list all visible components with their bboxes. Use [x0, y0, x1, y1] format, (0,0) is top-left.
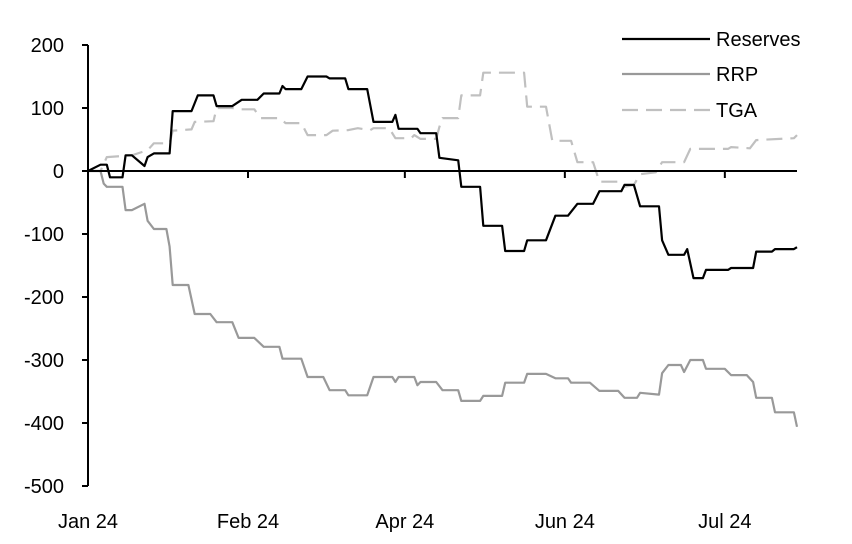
y-tick-label: -300 — [24, 350, 64, 372]
y-tick-label: -100 — [24, 224, 64, 246]
legend-label: TGA — [716, 100, 758, 122]
legend-item-tga: TGA — [622, 100, 758, 122]
series-line-rrp — [88, 169, 799, 428]
y-tick-label: 100 — [31, 98, 64, 120]
legend-label: RRP — [716, 64, 758, 86]
x-tick-label: Jul 24 — [698, 511, 751, 533]
series-line-reserves — [87, 75, 798, 280]
y-tick-label: -400 — [24, 413, 64, 435]
legend-label: Reserves — [716, 29, 800, 51]
x-tick-label: Apr 24 — [375, 511, 434, 533]
series-layer — [87, 71, 799, 428]
x-tick-label: Jan 24 — [58, 511, 118, 533]
legend-item-rrp: RRP — [622, 64, 758, 86]
x-tick-label: Feb 24 — [217, 511, 279, 533]
y-tick-label: 200 — [31, 35, 64, 57]
legend-item-reserves: Reserves — [622, 29, 800, 51]
legend: Reserves RRP TGA — [622, 29, 800, 122]
x-tick-label: Jun 24 — [535, 511, 595, 533]
y-tick-label: -200 — [24, 287, 64, 309]
y-tick-label: -500 — [24, 476, 64, 498]
series-line-tga — [88, 71, 798, 188]
y-tick-label: 0 — [53, 161, 64, 183]
axes: 200 100 0 -100 -200 -300 -400 -500 Jan 24 Feb 24 A… — [24, 35, 797, 533]
